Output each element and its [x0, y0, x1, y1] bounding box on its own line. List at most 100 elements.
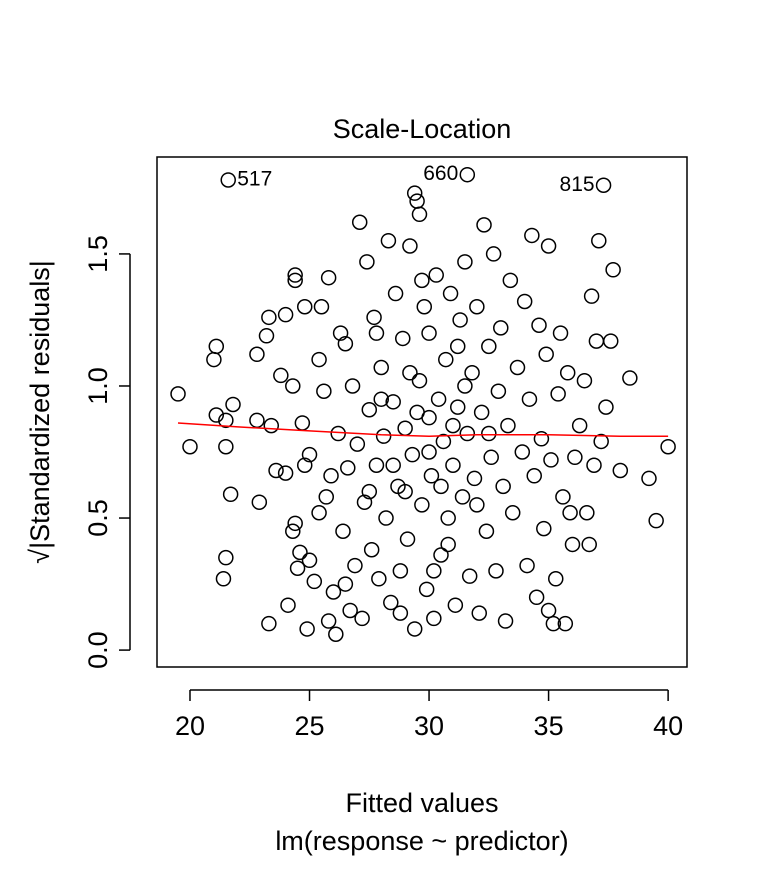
x-tick-label: 40	[653, 711, 683, 741]
point	[395, 330, 411, 347]
point	[502, 272, 519, 289]
point	[540, 238, 557, 254]
point	[504, 505, 521, 521]
point	[409, 404, 425, 421]
point	[311, 505, 327, 521]
point	[380, 232, 397, 249]
point	[598, 399, 614, 415]
point	[378, 510, 394, 526]
point	[368, 457, 385, 473]
point	[218, 438, 234, 455]
point	[588, 333, 605, 349]
point	[371, 571, 387, 587]
point	[375, 428, 392, 444]
point	[366, 309, 382, 326]
point	[471, 605, 488, 621]
point	[306, 573, 323, 590]
point	[301, 446, 318, 463]
point	[481, 338, 497, 355]
point	[296, 457, 313, 473]
point	[602, 333, 619, 349]
point	[387, 285, 404, 302]
point	[325, 584, 342, 600]
point	[251, 494, 268, 510]
point	[296, 299, 313, 315]
point	[555, 489, 571, 505]
point	[354, 610, 370, 627]
point	[473, 404, 490, 421]
point	[218, 412, 234, 429]
x-tick-label: 25	[294, 711, 324, 741]
point	[340, 460, 356, 476]
point	[287, 267, 303, 283]
point	[567, 449, 583, 466]
point	[433, 478, 449, 495]
point	[277, 465, 294, 481]
point	[449, 338, 466, 355]
point	[261, 309, 277, 326]
point	[222, 486, 239, 503]
point	[277, 306, 294, 323]
x-tick-label: 35	[534, 711, 564, 741]
point	[368, 325, 385, 341]
point	[495, 478, 511, 495]
point	[488, 563, 504, 579]
point	[426, 563, 442, 579]
y-tick-label: 0.5	[83, 499, 113, 537]
point	[344, 378, 361, 394]
point	[540, 602, 557, 619]
y-tick-label: 1.5	[83, 235, 113, 273]
point	[591, 232, 607, 249]
point	[543, 452, 559, 468]
point	[311, 351, 327, 368]
point	[337, 576, 354, 592]
point	[399, 531, 416, 547]
smooth-line	[177, 422, 669, 437]
point	[337, 335, 354, 352]
point	[583, 288, 600, 304]
point	[383, 594, 399, 611]
point	[406, 185, 423, 201]
point	[409, 193, 425, 209]
point	[280, 597, 296, 613]
point	[430, 391, 447, 407]
plot-frame	[156, 156, 688, 668]
point	[457, 254, 473, 270]
point	[342, 602, 358, 619]
point	[466, 470, 483, 487]
point	[397, 420, 413, 436]
point	[418, 581, 435, 598]
point	[576, 372, 593, 389]
point	[182, 438, 198, 455]
point	[421, 444, 437, 460]
point	[318, 489, 335, 505]
point	[313, 299, 330, 315]
point	[285, 523, 301, 539]
point	[445, 457, 461, 473]
point	[660, 438, 676, 455]
point	[622, 370, 638, 386]
point	[445, 417, 461, 434]
point	[414, 272, 430, 289]
point	[392, 605, 409, 621]
point	[299, 621, 315, 637]
point-label: 517	[237, 168, 272, 191]
point	[316, 383, 332, 400]
point	[356, 494, 373, 510]
point	[593, 433, 609, 450]
point	[641, 470, 657, 487]
point	[170, 386, 186, 402]
point	[423, 468, 440, 484]
point	[526, 468, 542, 484]
point	[536, 520, 552, 537]
point	[447, 597, 464, 613]
x-axis-label: Fitted values	[345, 788, 498, 818]
point	[648, 512, 664, 529]
point	[411, 206, 428, 223]
point	[533, 431, 550, 447]
point	[519, 557, 535, 574]
point	[452, 312, 468, 328]
point	[249, 346, 265, 363]
point	[285, 378, 301, 394]
